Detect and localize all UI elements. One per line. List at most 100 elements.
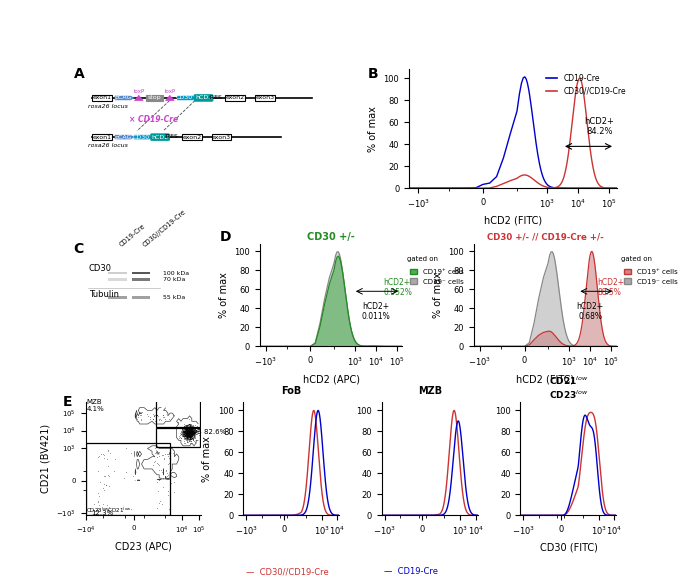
Point (186, 423, 197, 433)
Point (182, 430, 193, 439)
Text: CD19-Cre: CD19-Cre (119, 223, 147, 248)
Point (175, 430, 186, 439)
Text: rosa26 locus: rosa26 locus (88, 104, 128, 109)
Point (185, 428, 196, 438)
Point (182, 428, 192, 438)
Point (188, 432, 199, 441)
Point (167, 411, 178, 420)
Point (182, 431, 193, 441)
Point (152, 453, 163, 462)
Point (182, 430, 193, 439)
Point (182, 428, 193, 437)
Point (142, 411, 153, 420)
Point (186, 430, 197, 439)
Point (151, 445, 162, 455)
Point (185, 427, 196, 437)
Point (184, 437, 195, 446)
Point (186, 427, 197, 436)
Point (188, 430, 199, 439)
Point (182, 433, 193, 442)
Point (186, 426, 197, 435)
Point (184, 435, 195, 444)
Text: hCD2: hCD2 (195, 96, 212, 100)
Point (186, 428, 197, 437)
Point (175, 427, 186, 436)
Point (179, 425, 190, 434)
Point (185, 438, 196, 448)
Point (180, 425, 191, 434)
Point (188, 426, 199, 435)
Point (184, 426, 195, 435)
Point (185, 435, 196, 444)
Point (187, 428, 198, 437)
Point (98, 486, 109, 495)
Point (184, 422, 195, 431)
Point (154, 466, 165, 475)
Point (184, 428, 195, 438)
Point (181, 423, 192, 433)
Point (183, 430, 194, 439)
Text: FoB 82.6%: FoB 82.6% (189, 430, 226, 435)
Point (182, 433, 193, 442)
Point (182, 429, 193, 438)
Point (184, 427, 195, 436)
Text: rosa26 locus: rosa26 locus (88, 143, 128, 148)
Point (182, 431, 193, 440)
Point (187, 428, 198, 437)
Point (99, 471, 110, 481)
Point (133, 475, 144, 485)
Point (185, 427, 196, 436)
Point (153, 412, 164, 421)
Point (184, 428, 195, 437)
Text: exon2: exon2 (225, 96, 245, 100)
Point (185, 432, 196, 441)
Point (177, 430, 188, 439)
Point (188, 427, 199, 437)
Point (136, 411, 147, 420)
Point (178, 431, 189, 440)
Point (160, 449, 171, 459)
Point (183, 429, 194, 438)
Point (175, 426, 186, 435)
Point (93, 503, 104, 512)
Point (184, 433, 195, 442)
Point (186, 425, 197, 434)
Point (185, 431, 196, 440)
Point (184, 428, 195, 438)
Point (183, 423, 194, 432)
Point (178, 431, 189, 441)
Point (180, 426, 191, 435)
Point (179, 430, 190, 439)
Point (109, 455, 120, 464)
Point (185, 421, 196, 430)
Point (93, 489, 104, 498)
Point (184, 430, 195, 439)
Point (181, 426, 192, 435)
Point (185, 434, 196, 444)
Point (184, 430, 195, 439)
Point (180, 426, 191, 435)
Point (182, 424, 192, 434)
Text: 55 kDa: 55 kDa (163, 295, 185, 300)
Point (186, 427, 197, 437)
Point (182, 438, 193, 447)
Point (182, 427, 193, 437)
Point (179, 428, 190, 437)
Point (180, 428, 191, 437)
Point (189, 427, 200, 436)
FancyBboxPatch shape (92, 95, 112, 101)
Text: hCD2+
0.011%: hCD2+ 0.011% (362, 302, 390, 321)
Point (188, 426, 199, 435)
Point (184, 422, 195, 431)
Point (181, 426, 192, 435)
Point (182, 425, 193, 434)
Text: CD30: CD30 (176, 96, 193, 100)
Point (187, 431, 198, 441)
Point (182, 424, 192, 433)
Point (99, 450, 110, 459)
Point (190, 433, 201, 442)
Point (183, 427, 194, 436)
Point (179, 430, 190, 439)
Point (184, 426, 195, 435)
Point (188, 430, 199, 439)
